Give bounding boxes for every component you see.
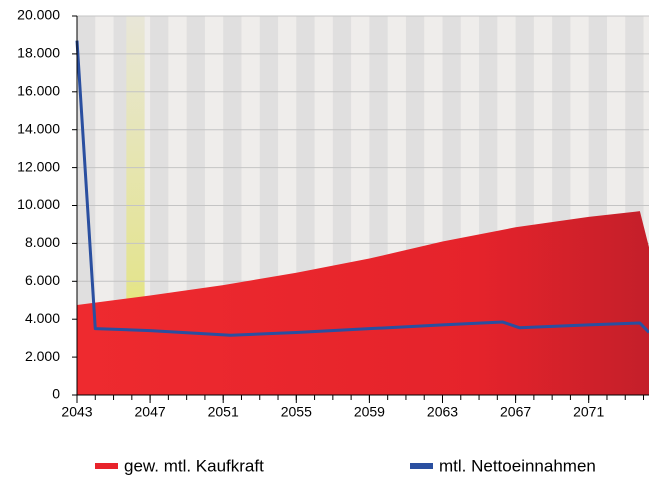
legend-label: mtl. Nettoeinnahmen (439, 456, 596, 475)
y-tick-label: 12.000 (17, 158, 60, 174)
x-tick-label: 2071 (573, 404, 604, 420)
x-tick-label: 2063 (427, 404, 458, 420)
y-tick-label: 14.000 (17, 120, 60, 136)
legend-swatch (410, 463, 433, 469)
y-tick-label: 16.000 (17, 83, 60, 99)
x-tick-label: 2047 (135, 404, 166, 420)
x-tick-label: 2043 (61, 404, 92, 420)
y-tick-label: 6.000 (25, 272, 60, 288)
y-tick-label: 8.000 (25, 234, 60, 250)
y-tick-label: 2.000 (25, 348, 60, 364)
x-tick-label: 2067 (500, 404, 531, 420)
line (75, 40, 649, 337)
x-tick-label: 2051 (208, 404, 239, 420)
legend: gew. mtl. Kaufkraft mtl. Nettoeinnahmen (95, 456, 596, 475)
legend-label: gew. mtl. Kaufkraft (124, 456, 264, 475)
y-tick-label: 18.000 (17, 45, 60, 61)
axes: 0 2.000 4.000 6.000 8.000 10.000 12.000 14.000 1… (17, 7, 649, 420)
x-tick-label: 2055 (281, 404, 312, 420)
area (77, 211, 649, 395)
y-tick-label: 4.000 (25, 310, 60, 326)
legend-swatch (95, 463, 118, 469)
y-tick-label: 10.000 (17, 196, 60, 212)
plot (75, 40, 649, 395)
x-tick-label: 2059 (354, 404, 385, 420)
y-tick-label: 20.000 (17, 7, 60, 23)
y-tick-label: 0 (52, 386, 60, 402)
